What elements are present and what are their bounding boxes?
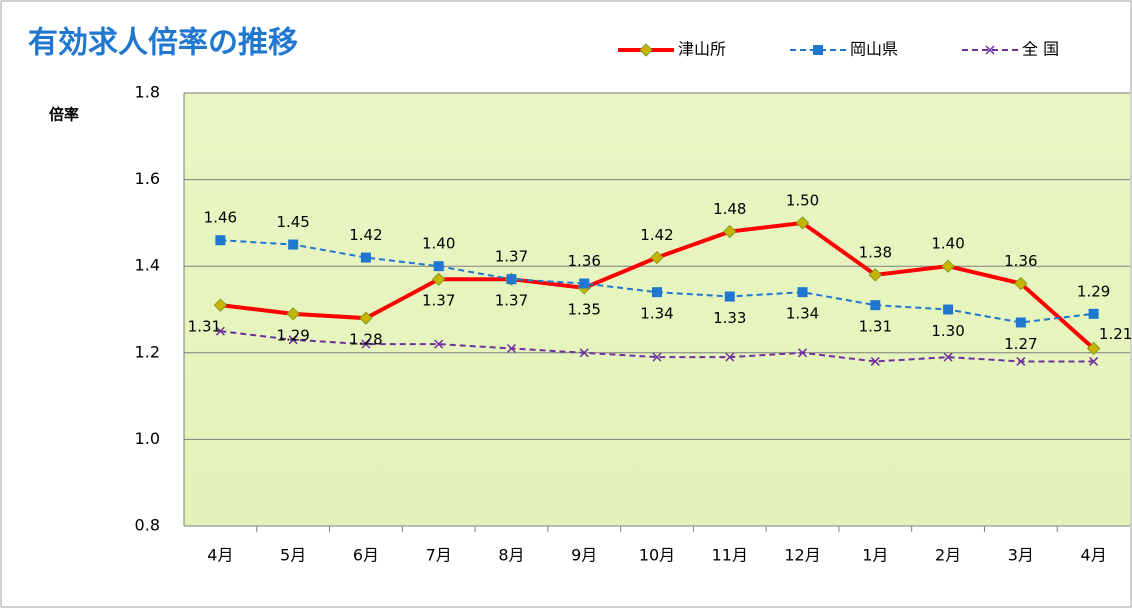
marker (1086, 341, 1101, 356)
legend-label: 津山所 (678, 40, 726, 59)
marker (215, 235, 226, 246)
marker (652, 352, 662, 362)
marker (652, 287, 662, 298)
marker (795, 216, 810, 230)
marker (434, 339, 444, 349)
marker (288, 239, 299, 250)
data-label: 1.40 (931, 235, 964, 253)
marker (431, 272, 446, 286)
marker (579, 348, 589, 358)
data-label: 1.37 (422, 292, 455, 310)
marker (1015, 317, 1026, 328)
marker (870, 300, 881, 311)
marker (870, 356, 880, 366)
legend-marker (813, 45, 823, 55)
legend-label: 岡山県 (850, 40, 898, 59)
x-tick-label: 2月 (935, 546, 961, 565)
marker (723, 224, 737, 239)
y-tick-label: 1.8 (135, 83, 160, 102)
data-label: 1.38 (859, 243, 892, 261)
data-label: 1.34 (786, 305, 819, 323)
x-tick-label: 4月 (1081, 546, 1107, 565)
marker (213, 298, 228, 312)
data-label: 1.33 (713, 309, 746, 327)
marker (724, 291, 735, 302)
marker (797, 287, 808, 298)
x-tick-label: 3月 (1008, 546, 1034, 565)
marker (433, 261, 444, 272)
data-label: 1.29 (276, 326, 309, 344)
data-label: 1.34 (640, 305, 673, 323)
data-label: 1.48 (713, 200, 746, 218)
marker (943, 304, 954, 315)
x-tick-label: 1月 (862, 546, 888, 565)
data-label: 1.28 (349, 331, 382, 349)
marker (215, 326, 225, 336)
marker (288, 335, 298, 345)
marker (361, 339, 371, 349)
x-tick-label: 12月 (784, 546, 820, 565)
data-label: 1.36 (568, 252, 601, 270)
marker (359, 311, 373, 325)
marker (506, 274, 517, 285)
y-tick-label: 1.2 (135, 342, 160, 361)
plot-area (184, 93, 1130, 526)
data-label: 1.27 (1004, 335, 1037, 353)
data-label: 1.46 (204, 209, 237, 227)
legend-marker (639, 43, 653, 57)
data-label: 1.35 (568, 300, 601, 318)
data-label: 1.45 (276, 213, 309, 231)
y-tick-label: 1.0 (135, 429, 160, 448)
x-tick-label: 5月 (280, 546, 306, 565)
marker (941, 259, 955, 273)
data-label: 1.31 (859, 318, 892, 336)
marker (1088, 308, 1099, 319)
data-label: 1.40 (422, 235, 455, 253)
x-tick-label: 4月 (207, 546, 233, 565)
y-axis-label: 倍率 (49, 106, 79, 124)
marker (943, 352, 953, 362)
legend-marker (985, 45, 995, 55)
marker (725, 352, 735, 362)
marker (1089, 356, 1099, 366)
marker (1014, 276, 1028, 291)
y-tick-label: 1.4 (135, 256, 160, 275)
data-label: 1.42 (640, 226, 673, 244)
legend-label: 全 国 (1022, 40, 1059, 59)
x-tick-label: 7月 (426, 546, 452, 565)
data-label: 1.29 (1077, 282, 1110, 300)
data-label: 1.37 (495, 292, 528, 310)
y-tick-label: 0.8 (135, 516, 160, 535)
data-label: 1.31 (188, 318, 221, 336)
marker (506, 343, 516, 354)
marker (286, 307, 300, 321)
marker (360, 252, 371, 263)
data-label: 1.36 (1004, 252, 1037, 270)
marker (650, 250, 664, 265)
y-tick-label: 1.6 (135, 169, 160, 188)
data-label: 1.30 (931, 322, 964, 340)
marker (798, 348, 808, 358)
x-tick-label: 8月 (498, 546, 524, 565)
chart-title: 有効求人倍率の推移 (28, 26, 298, 61)
data-label: 1.42 (349, 226, 382, 244)
x-tick-label: 10月 (639, 546, 675, 565)
x-tick-label: 11月 (712, 546, 748, 565)
marker (868, 268, 883, 282)
marker (579, 278, 590, 289)
data-label: 1.37 (495, 248, 528, 266)
data-label: 1.21 (1099, 325, 1132, 343)
marker (1016, 356, 1026, 366)
x-tick-label: 9月 (571, 546, 597, 565)
data-label: 1.50 (786, 191, 819, 209)
x-tick-label: 6月 (353, 546, 379, 565)
